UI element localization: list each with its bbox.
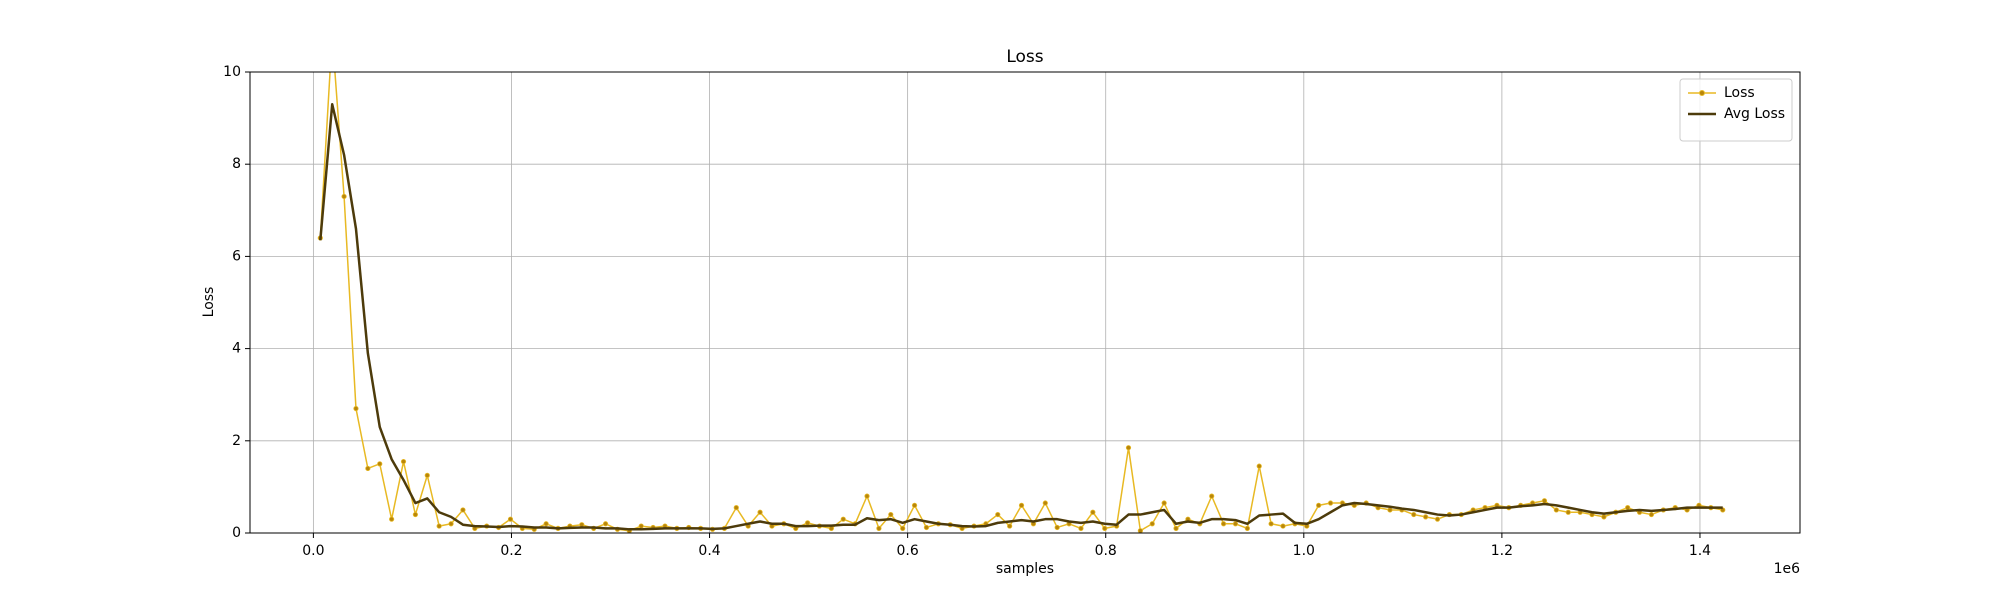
line — [319, 103, 1723, 531]
point — [1161, 500, 1167, 506]
point — [365, 465, 371, 472]
legend-marker — [1699, 90, 1705, 96]
point — [1137, 528, 1143, 533]
point — [1125, 445, 1132, 451]
x-tick-label: 0.2 — [500, 543, 522, 559]
x-tick-label: 0.6 — [897, 543, 919, 559]
point — [1565, 509, 1571, 515]
legend-label: Avg Loss — [1724, 106, 1785, 122]
x-offset-label: 1e6 — [1774, 561, 1801, 577]
point — [412, 511, 418, 518]
point — [1423, 514, 1429, 520]
point — [911, 502, 918, 508]
point — [400, 458, 407, 465]
point — [1042, 500, 1048, 506]
point — [888, 511, 894, 518]
point — [1648, 511, 1655, 518]
point — [1018, 502, 1025, 508]
point — [876, 525, 882, 531]
point — [1173, 525, 1179, 531]
y-tick-label: 10 — [223, 64, 241, 80]
point — [1244, 525, 1250, 531]
point — [1434, 516, 1441, 522]
point — [377, 461, 383, 467]
y-tick-label: 4 — [232, 341, 241, 357]
y-tick-label: 0 — [232, 525, 241, 541]
chart-title: Loss — [1006, 47, 1043, 67]
y-tick-label: 6 — [232, 248, 241, 264]
x-tick-label: 0.8 — [1095, 543, 1117, 559]
point — [460, 507, 466, 513]
point — [330, 33, 334, 37]
point — [757, 509, 763, 515]
point — [1541, 498, 1548, 504]
point — [733, 505, 739, 511]
legend: Loss Avg Loss — [1679, 78, 1793, 142]
point — [448, 521, 454, 527]
point — [638, 523, 644, 529]
point — [1553, 507, 1559, 513]
point — [1280, 523, 1286, 529]
point — [389, 516, 395, 522]
point — [424, 472, 430, 478]
point — [923, 524, 930, 531]
x-tick-label: 0.4 — [698, 543, 720, 559]
point — [1220, 521, 1227, 527]
point — [995, 511, 1001, 518]
point — [507, 516, 514, 522]
line — [319, 72, 1723, 532]
point — [436, 523, 442, 529]
point — [1387, 507, 1393, 513]
point — [900, 525, 906, 531]
point — [1316, 502, 1322, 508]
x-tick-label: 1.4 — [1689, 543, 1711, 559]
point — [805, 520, 811, 526]
y-tick-label: 2 — [232, 433, 241, 449]
legend-box — [1679, 78, 1793, 142]
y-tick-label: 8 — [232, 156, 241, 172]
legend-label: Loss — [1724, 85, 1755, 101]
point — [1327, 500, 1334, 506]
point — [1090, 509, 1096, 515]
point — [353, 405, 359, 412]
x-axis-label: samples — [996, 561, 1054, 577]
point — [1256, 463, 1262, 469]
plot-area — [317, 33, 1726, 533]
point — [1625, 505, 1631, 511]
point — [1054, 524, 1060, 531]
point — [1007, 523, 1013, 529]
point — [1078, 525, 1084, 531]
point — [1102, 525, 1108, 531]
point — [1268, 521, 1274, 527]
x-tick-label: 1.2 — [1491, 543, 1513, 559]
point — [1601, 514, 1607, 520]
point — [1232, 521, 1239, 527]
point — [864, 493, 870, 499]
point — [840, 516, 846, 522]
point — [543, 521, 549, 527]
axes-frame — [249, 71, 1801, 534]
point — [1411, 511, 1417, 518]
point — [1149, 521, 1155, 527]
point — [341, 193, 347, 200]
point — [602, 521, 609, 527]
point — [1209, 493, 1215, 499]
x-tick-label: 1.0 — [1293, 543, 1315, 559]
x-tick-label: 0.0 — [302, 543, 324, 559]
y-axis-label: Loss — [201, 287, 217, 318]
